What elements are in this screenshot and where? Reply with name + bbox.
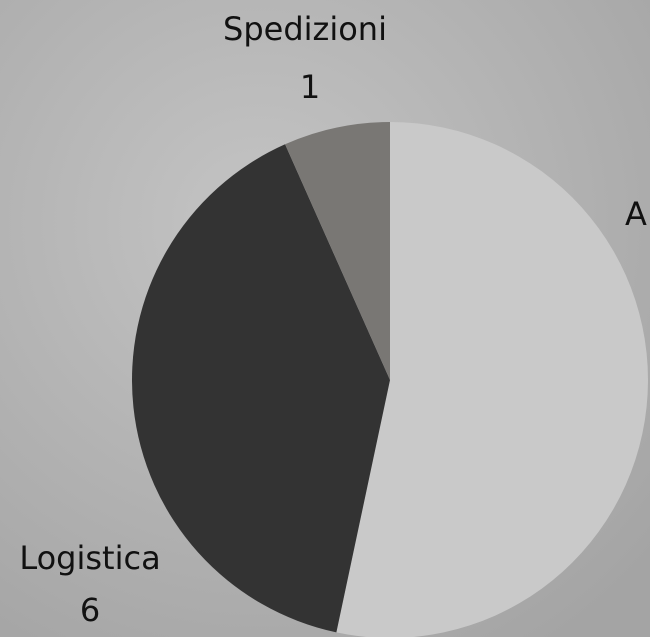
category-label: Spedizioni [223, 10, 387, 48]
value-label: 6 [80, 591, 100, 629]
pie [132, 122, 648, 637]
category-label: Logistica [19, 539, 160, 577]
chart: A Logistica 6 Spedizioni 1 [0, 0, 650, 637]
category-label: A [625, 195, 647, 233]
page: ALogistica6Spedizioni1 (() => { const da… [0, 0, 650, 637]
value-label: 1 [300, 68, 320, 106]
